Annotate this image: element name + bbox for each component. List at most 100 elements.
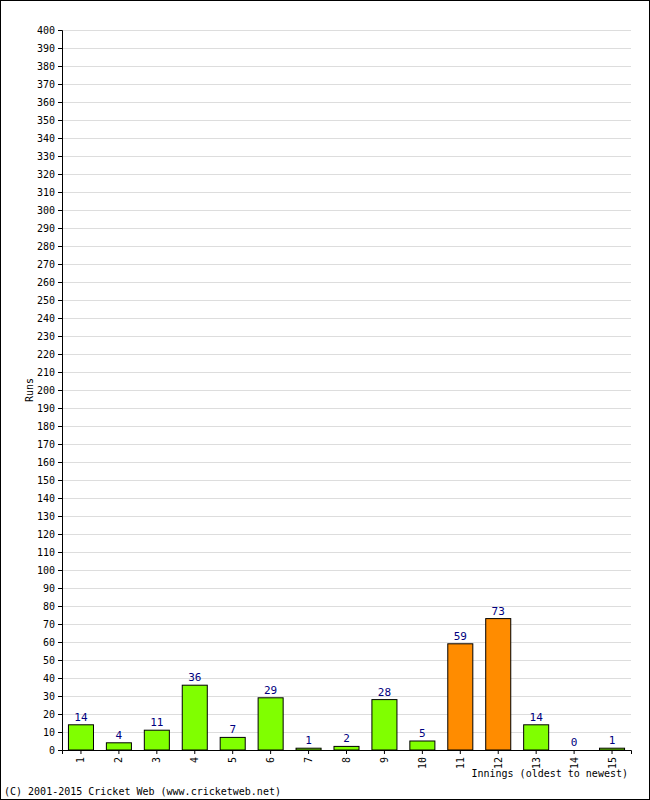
bar — [106, 743, 131, 750]
y-tick-mark — [58, 606, 62, 607]
y-tick-label: 80 — [43, 601, 55, 612]
y-tick-mark — [58, 318, 62, 319]
y-tick-mark — [58, 660, 62, 661]
grid-line — [62, 516, 631, 517]
grid-line — [62, 228, 631, 229]
y-tick-mark — [58, 192, 62, 193]
y-tick-mark — [58, 408, 62, 409]
x-axis-title: Innings (oldest to newest) — [471, 768, 628, 779]
y-tick: 250 — [37, 295, 62, 306]
y-tick-mark — [58, 498, 62, 499]
y-tick-label: 250 — [37, 295, 55, 306]
y-tick-label: 360 — [37, 97, 55, 108]
grid-line — [62, 264, 631, 265]
y-tick: 370 — [37, 79, 62, 90]
y-tick-label: 100 — [37, 565, 55, 576]
data-label: 29 — [264, 684, 277, 697]
y-tick: 310 — [37, 187, 62, 198]
y-tick: 110 — [37, 547, 62, 558]
y-tick-mark — [58, 444, 62, 445]
y-tick-label: 390 — [37, 43, 55, 54]
grid-line — [62, 102, 631, 103]
grid-line — [62, 282, 631, 283]
grid-line — [62, 552, 631, 553]
grid-line — [62, 318, 631, 319]
y-tick: 380 — [37, 61, 62, 72]
y-tick-mark — [58, 246, 62, 247]
y-tick-label: 110 — [37, 547, 55, 558]
grid-line — [62, 462, 631, 463]
x-tick-mark — [118, 750, 119, 754]
x-tick-mark — [308, 750, 309, 754]
y-tick: 90 — [43, 583, 62, 594]
y-axis-line — [58, 31, 63, 751]
data-label: 36 — [188, 671, 201, 684]
y-tick-mark — [58, 588, 62, 589]
y-tick: 180 — [37, 421, 62, 432]
bar — [220, 737, 245, 750]
data-label: 4 — [116, 729, 123, 742]
y-tick: 220 — [37, 349, 62, 360]
y-tick-label: 150 — [37, 475, 55, 486]
data-label: 28 — [378, 686, 391, 699]
y-tick: 270 — [37, 259, 62, 270]
y-tick-mark — [58, 534, 62, 535]
y-tick-label: 320 — [37, 169, 55, 180]
grid-line — [62, 246, 631, 247]
grid-line — [62, 696, 631, 697]
x-tick: 6 — [265, 750, 276, 763]
x-tick-mark — [156, 750, 157, 754]
y-tick-label: 50 — [43, 655, 55, 666]
data-label: 1 — [609, 734, 616, 747]
bars — [68, 619, 624, 750]
y-tick-label: 340 — [37, 133, 55, 144]
x-tick: 10 — [417, 750, 428, 769]
grid-line — [62, 606, 631, 607]
y-tick-mark — [58, 750, 62, 751]
y-tick: 300 — [37, 205, 62, 216]
x-tick-label: 6 — [265, 757, 276, 763]
grid-line — [62, 354, 631, 355]
y-tick: 70 — [43, 619, 62, 630]
y-axis: 0102030405060708090100110120130140150160… — [37, 25, 63, 756]
grid-line — [62, 30, 631, 31]
grid-line — [62, 48, 631, 49]
x-tick-label: 1 — [75, 757, 86, 763]
x-tick-label: 7 — [303, 757, 314, 763]
x-axis: 123456789101112131415 — [63, 750, 632, 769]
data-labels: 14411367291228559731401 — [74, 605, 615, 749]
y-tick-label: 200 — [37, 385, 55, 396]
y-tick-mark — [58, 516, 62, 517]
chart: 0102030405060708090100110120130140150160… — [0, 0, 650, 800]
y-tick-mark — [58, 354, 62, 355]
data-label: 14 — [74, 711, 88, 724]
grid-line — [62, 210, 631, 211]
x-tick: 12 — [493, 750, 504, 769]
bar — [144, 730, 169, 750]
grid-line — [62, 138, 631, 139]
y-tick-label: 260 — [37, 277, 55, 288]
grid-line — [62, 192, 631, 193]
grid — [62, 31, 631, 751]
y-tick: 390 — [37, 43, 62, 54]
y-tick: 330 — [37, 151, 62, 162]
x-tick: 3 — [151, 750, 162, 763]
x-tick-label: 9 — [379, 757, 390, 763]
y-tick: 50 — [43, 655, 62, 666]
x-tick-mark — [232, 750, 233, 754]
x-tick-mark — [612, 750, 613, 754]
y-tick: 280 — [37, 241, 62, 252]
y-tick-mark — [58, 336, 62, 337]
y-tick: 10 — [43, 727, 62, 738]
y-tick-label: 270 — [37, 259, 55, 270]
x-tick-label: 5 — [227, 757, 238, 763]
x-tick: 4 — [189, 750, 200, 763]
y-tick: 360 — [37, 97, 62, 108]
y-tick-mark — [58, 462, 62, 463]
x-tick-label: 8 — [341, 757, 352, 763]
x-tick-mark — [574, 750, 575, 754]
bar — [410, 741, 435, 750]
grid-line — [62, 714, 631, 715]
y-tick-mark — [58, 156, 62, 157]
y-tick-label: 0 — [49, 745, 55, 756]
